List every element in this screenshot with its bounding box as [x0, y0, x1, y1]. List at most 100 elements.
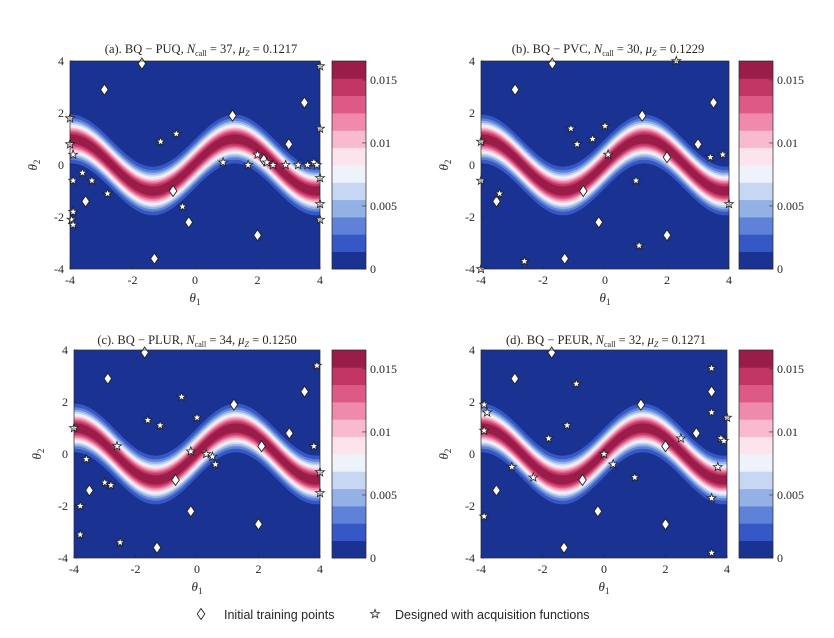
- panel-d: (d). BQ − PEUR, Ncall = 32, μZ = 0.1271 …: [436, 333, 804, 596]
- colorbar-level: [739, 350, 773, 368]
- muz-value: 0.1217: [263, 42, 297, 56]
- colorbar-level: [739, 165, 773, 183]
- colorbar-level: [332, 78, 366, 97]
- colorbar-level: [739, 384, 773, 403]
- x-tick-label: -2: [128, 273, 138, 287]
- colorbar-level: [739, 367, 773, 386]
- colorbar-level: [332, 61, 366, 79]
- y-tick-label: 4: [58, 54, 64, 68]
- y-tick-label: 2: [469, 395, 475, 409]
- axes-frame: [69, 60, 321, 270]
- y-tick-label: 0: [469, 158, 475, 172]
- y-tick-label: -4: [54, 262, 64, 276]
- colorbar: 0 0.005 0.01 0.015: [331, 60, 397, 276]
- colorbar-level: [332, 251, 366, 270]
- x-tick-label: 2: [663, 562, 669, 576]
- colorbar-tick-label: 0: [777, 262, 783, 276]
- colorbar-tick-label: 0.015: [370, 362, 397, 376]
- colorbar-tick-label: 0.005: [777, 199, 804, 213]
- colorbar-tick-label: 0.005: [777, 488, 804, 502]
- x-tick-label: 2: [255, 273, 261, 287]
- colorbar-level: [739, 471, 773, 490]
- y-tick-label: 0: [469, 447, 475, 461]
- colorbar-level: [332, 488, 366, 507]
- muz-value: 0.1250: [262, 333, 296, 347]
- y-tick-label: 4: [469, 343, 475, 357]
- y-axis-label: θ2: [29, 449, 46, 460]
- colorbar-level: [332, 419, 366, 438]
- colorbar-level: [739, 147, 773, 166]
- axes-frame: [480, 349, 728, 559]
- colorbar-level: [332, 350, 366, 368]
- panel-b: (b). BQ − PVC, Ncall = 30, μZ = 0.1229 -…: [436, 42, 804, 307]
- colorbar-level: [332, 402, 366, 420]
- colorbar: 0 0.005 0.01 0.015: [331, 349, 397, 565]
- colorbar-tick-label: 0: [370, 551, 376, 565]
- star-icon: [370, 609, 380, 619]
- panel-title-prefix: (c). BQ − PLUR,: [97, 333, 183, 347]
- ncall-value: 37: [220, 42, 233, 56]
- x-tick-label: 0: [194, 562, 200, 576]
- colorbar-level: [739, 540, 773, 559]
- colorbar-level: [332, 454, 366, 472]
- panel-title-prefix: (a). BQ − PUQ,: [105, 42, 184, 56]
- colorbar-tick-label: 0.015: [370, 73, 397, 87]
- colorbar-level: [739, 217, 773, 235]
- y-tick-label: 2: [58, 106, 64, 120]
- muz-value: 0.1271: [672, 333, 706, 347]
- x-axis-label: θ1: [190, 290, 201, 307]
- panel-title: (d). BQ − PEUR, Ncall = 32, μZ = 0.1271: [506, 333, 706, 349]
- colorbar-tick-label: 0.005: [370, 199, 397, 213]
- colorbar-tick-label: 0: [777, 551, 783, 565]
- colorbar-level: [739, 419, 773, 438]
- colorbar-level: [332, 182, 366, 201]
- colorbar-level: [739, 78, 773, 97]
- y-tick-label: -4: [465, 262, 475, 276]
- x-tick-label: -4: [476, 562, 486, 576]
- colorbar-tick-label: 0.01: [370, 425, 391, 439]
- x-tick-label: 2: [664, 273, 670, 287]
- y-tick-label: 2: [469, 106, 475, 120]
- y-tick-label: 0: [58, 158, 64, 172]
- colorbar-level: [332, 130, 366, 149]
- colorbar-level: [739, 488, 773, 507]
- colorbar-level: [739, 234, 773, 253]
- ncall-value: 32: [629, 333, 642, 347]
- panel-a: (a). BQ − PUQ, Ncall = 37, μZ = 0.1217 -…: [25, 42, 397, 307]
- panel-title-prefix: (d). BQ − PEUR,: [506, 333, 593, 347]
- contour-band: [74, 423, 320, 485]
- panel-c: (c). BQ − PLUR, Ncall = 34, μZ = 0.1250 …: [29, 333, 397, 596]
- y-tick-label: 4: [469, 54, 475, 68]
- colorbar-level: [739, 95, 773, 114]
- colorbar-tick-label: 0.005: [370, 488, 397, 502]
- colorbar-level: [332, 436, 366, 455]
- contour-band: [481, 134, 729, 196]
- x-tick-label: -4: [476, 273, 486, 287]
- x-axis-label: θ1: [192, 579, 203, 596]
- colorbar: 0 0.005 0.01 0.015: [738, 60, 804, 276]
- colorbar-level: [739, 251, 773, 270]
- colorbar-tick-label: 0.015: [777, 73, 804, 87]
- y-tick-label: 0: [62, 447, 68, 461]
- axes-frame: [73, 349, 321, 559]
- panel-title-prefix: (b). BQ − PVC,: [512, 42, 591, 56]
- x-axis-label: θ1: [600, 290, 611, 307]
- axes-frame: [480, 60, 730, 270]
- colorbar-level: [739, 182, 773, 201]
- colorbar-level: [332, 199, 366, 218]
- x-tick-label: -4: [69, 562, 79, 576]
- colorbar-tick-label: 0: [370, 262, 376, 276]
- colorbar-level: [332, 384, 366, 403]
- panel-title: (a). BQ − PUQ, Ncall = 37, μZ = 0.1217: [105, 42, 297, 58]
- x-tick-label: 4: [317, 273, 323, 287]
- panel-title: (b). BQ − PVC, Ncall = 30, μZ = 0.1229: [512, 42, 704, 58]
- colorbar-level: [332, 95, 366, 114]
- x-tick-label: -2: [538, 562, 548, 576]
- diamond-icon: [196, 608, 206, 620]
- x-tick-label: 0: [192, 273, 198, 287]
- colorbar-level: [739, 199, 773, 218]
- colorbar: 0 0.005 0.01 0.015: [738, 349, 804, 565]
- x-tick-label: -4: [65, 273, 75, 287]
- colorbar-level: [739, 61, 773, 79]
- y-axis-label: θ2: [436, 160, 453, 171]
